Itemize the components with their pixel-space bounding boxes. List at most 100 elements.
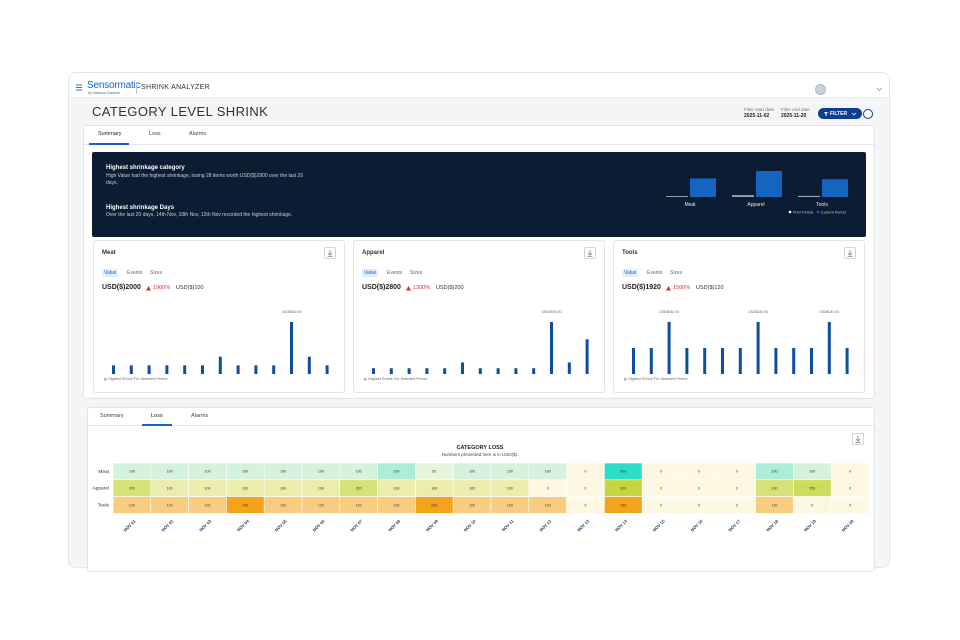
bar [165,365,169,374]
bar [774,348,778,374]
bar [514,368,518,374]
card-tab[interactable]: Events [127,270,143,276]
peak-label: USD$600.00 [281,310,301,314]
cell-value: 120 [280,503,286,507]
download-button[interactable] [584,247,596,259]
banner-text: High Value had the highest shrinkage, lo… [106,173,304,186]
bar [425,368,429,374]
card-tab[interactable]: Value [362,269,379,277]
filter-chevron-path [851,112,857,115]
bar [732,195,754,197]
column-label: NOV 09 [425,518,440,533]
cell-value: 0 [698,487,700,491]
banner [92,152,866,237]
prior-value: USD($)200 [436,285,464,291]
tab[interactable]: Loss [149,131,161,137]
bar [666,196,688,197]
cell-value: 200 [772,470,778,474]
banner-text: Over the last 20 days, 14th Nov, 18th No… [106,212,293,218]
bar [667,322,671,374]
column-label: NOV 17 [727,518,742,533]
tab[interactable]: Summary [98,131,122,137]
category-label: Tools [816,202,828,208]
cell-value: 0 [660,470,662,474]
download-button[interactable] [324,247,336,259]
cell-value: 100 [280,470,286,474]
bar [290,322,293,374]
column-label: NOV 19 [803,518,818,533]
filter-funnel [824,111,828,116]
cell-value: 120 [469,503,475,507]
legend-dot [816,210,820,214]
cell-value: 100 [431,487,437,491]
peak-label: USD$240.00 [748,310,768,314]
row-label: Apparel [92,486,109,492]
cell-value: 120 [772,503,778,507]
tab[interactable]: Alarms [189,131,207,137]
card-tab[interactable]: Events [647,270,663,276]
legend-label: Current Period [821,211,846,215]
bar [585,339,589,374]
change-icon [146,286,151,291]
legend-swatch [364,378,367,381]
card-legend: Highest Shrink For Selected Period [628,377,688,381]
cell-value: 120 [205,503,211,507]
download-button[interactable] [844,247,856,259]
legend-icon [624,378,627,381]
change-value: 1300% [413,285,431,291]
cell-value: 200 [356,487,362,491]
column-label: NOV 20 [841,518,856,533]
clear-filter[interactable] [863,109,873,119]
filter-icon [824,111,828,116]
current-value: USD($)2800 [362,284,401,291]
cell-value: 0 [698,470,700,474]
column-label: NOV 16 [690,518,705,533]
bar [236,365,240,374]
legend-dot [788,210,792,214]
bar [325,365,329,374]
cell-value: 0 [585,487,587,491]
heatmap: Meat 100 100 100 100 100 100 100 200 50 100 100 100 0… [92,462,870,533]
card-tab[interactable]: Sizes [150,270,163,276]
cell-value: 0 [660,503,662,507]
bar [478,368,482,374]
card-tab[interactable]: Value [622,269,639,277]
card-title: Meat [102,250,116,256]
filter-chevron [851,112,857,115]
bar [685,348,689,374]
bar [307,356,311,374]
tab[interactable]: Summary [100,413,124,419]
bar [372,368,375,374]
tab[interactable]: Alarms [191,413,209,419]
cell-value: 200 [394,470,400,474]
download-button[interactable] [852,433,864,445]
cell-value: 0 [698,503,700,507]
peak-label: USD$240.00 [819,310,839,314]
tab-underline [89,143,129,145]
card-tab[interactable]: Value [102,269,119,277]
change-icon [406,286,411,291]
cell-value: 120 [318,503,324,507]
legend-icon [364,378,367,381]
cell-value: 100 [469,470,475,474]
cell-value: 100 [318,487,324,491]
card-tab[interactable]: Sizes [670,270,683,276]
current-value: USD($)2000 [102,284,141,291]
cell-value: 0 [849,487,851,491]
bar [810,348,813,374]
cell-value: 100 [507,470,513,474]
user-avatar[interactable] [815,84,826,95]
cell-value: 0 [736,470,738,474]
category-card: Tools Value Events Sizes USD($)1920 1500% USD(… [613,240,865,393]
row-label: Tools [98,503,110,509]
card-tab[interactable]: Sizes [410,270,423,276]
filter-button[interactable]: FILTER [818,108,862,119]
cell-value: 250 [809,487,815,491]
cell-value: 0 [547,487,549,491]
column-label: NOV 15 [652,518,667,533]
tab[interactable]: Loss [151,413,163,419]
change-value: 1500% [673,285,691,291]
card-tab[interactable]: Events [387,270,403,276]
app-title: SHRINK ANALYZER [141,84,210,91]
